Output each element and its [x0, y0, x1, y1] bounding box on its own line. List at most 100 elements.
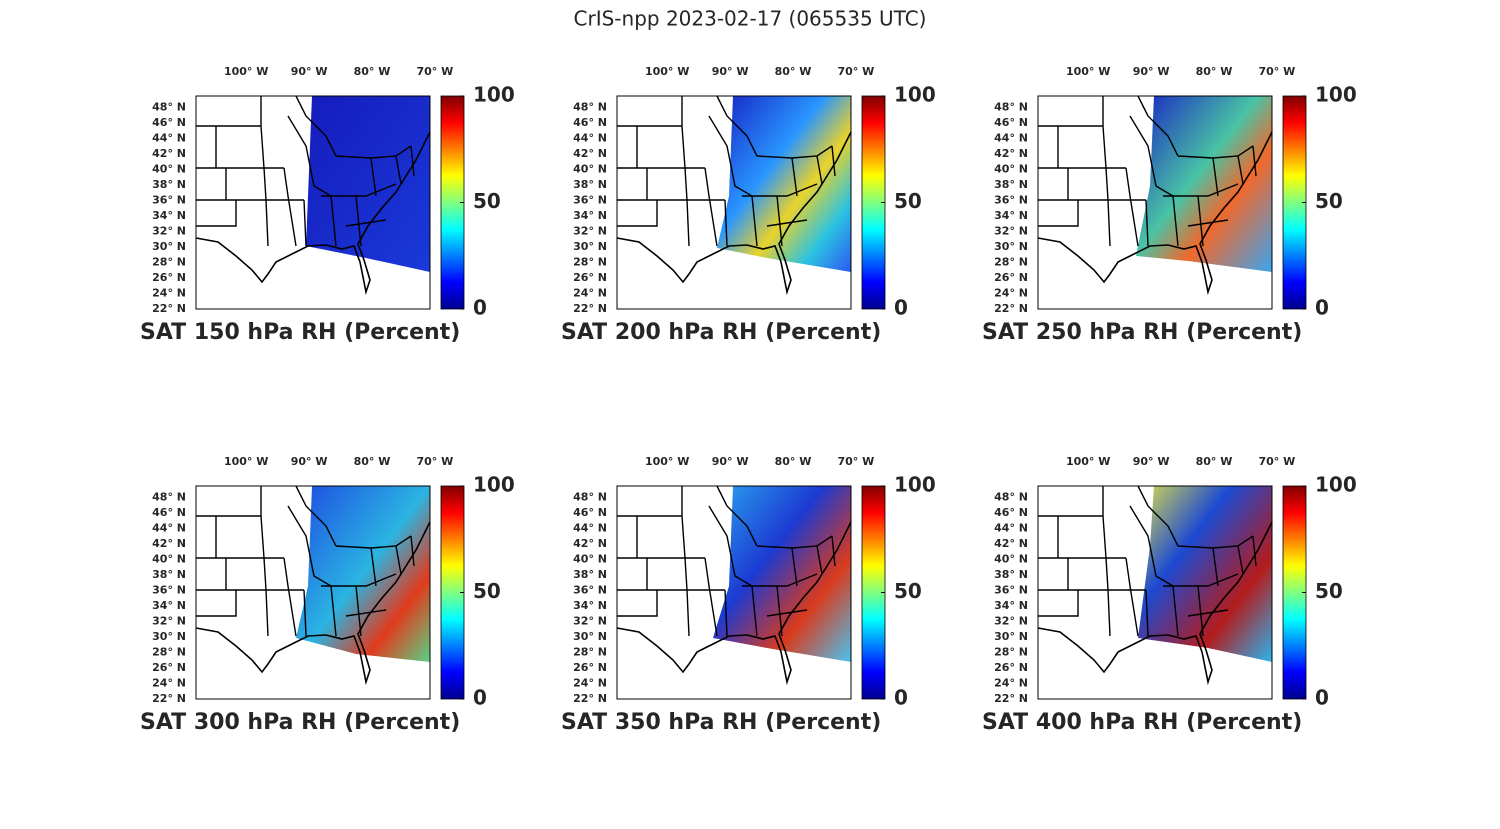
lat-tick-label: 40° N — [994, 163, 1028, 176]
lat-tick-label: 36° N — [994, 584, 1028, 597]
map-panel: 100° W 90° W 80° W 70° W 22° N 24° N 26° N 28° … — [561, 65, 936, 345]
lat-tick-label: 40° N — [573, 163, 607, 176]
lon-tick-label: 90° W — [291, 65, 328, 78]
lon-tick-label: 80° W — [1196, 455, 1233, 468]
lat-tick-label: 46° N — [994, 116, 1028, 129]
lat-tick-label: 30° N — [152, 240, 186, 253]
colorbar-tick-label: 0 — [1315, 296, 1329, 320]
colorbar-tick-label: 0 — [894, 296, 908, 320]
lat-tick-label: 22° N — [994, 302, 1028, 315]
lat-tick-label: 28° N — [152, 646, 186, 659]
lon-tick-label: 90° W — [1133, 455, 1170, 468]
figure-title: CrIS-npp 2023-02-17 (065535 UTC) — [574, 7, 927, 31]
retrieval-swath — [1138, 486, 1272, 662]
colorbar-tick-label: 50 — [473, 189, 501, 213]
lon-tick-label: 70° W — [1258, 455, 1295, 468]
map-panel: 100° W 90° W 80° W 70° W 22° N 24° N 26° N 28° … — [561, 455, 936, 735]
lon-tick-label: 100° W — [1066, 455, 1110, 468]
lat-tick-label: 40° N — [152, 553, 186, 566]
map-frame — [195, 95, 431, 310]
lon-tick-label: 100° W — [1066, 65, 1110, 78]
colorbar-tick-label: 100 — [473, 473, 515, 497]
map-frame — [1037, 485, 1273, 700]
lat-tick-label: 40° N — [573, 553, 607, 566]
lat-tick-label: 26° N — [152, 271, 186, 284]
lat-tick-label: 30° N — [994, 630, 1028, 643]
lat-tick-label: 38° N — [994, 178, 1028, 191]
panel-title: SAT 200 hPa RH (Percent) — [561, 320, 881, 345]
lat-tick-label: 40° N — [152, 163, 186, 176]
lat-tick-label: 30° N — [994, 240, 1028, 253]
lat-tick-label: 46° N — [994, 506, 1028, 519]
lon-tick-label: 70° W — [416, 65, 453, 78]
lat-tick-label: 42° N — [573, 147, 607, 160]
lat-tick-label: 34° N — [994, 209, 1028, 222]
lon-tick-label: 100° W — [645, 455, 689, 468]
lat-tick-label: 24° N — [573, 677, 607, 690]
lat-tick-label: 36° N — [994, 194, 1028, 207]
lat-tick-label: 42° N — [152, 147, 186, 160]
lat-tick-label: 36° N — [152, 584, 186, 597]
lat-tick-label: 48° N — [994, 491, 1028, 504]
map-panel: 100° W 90° W 80° W 70° W 22° N 24° N 26° N 28° … — [982, 455, 1357, 735]
lat-tick-label: 38° N — [152, 178, 186, 191]
lat-tick-label: 46° N — [152, 506, 186, 519]
lon-tick-label: 80° W — [775, 455, 812, 468]
colorbar-tick-label: 100 — [894, 83, 936, 107]
lon-tick-label: 100° W — [224, 455, 268, 468]
lat-tick-label: 34° N — [152, 599, 186, 612]
lat-tick-label: 22° N — [152, 302, 186, 315]
lat-tick-label: 28° N — [994, 646, 1028, 659]
lat-tick-label: 24° N — [152, 287, 186, 300]
lat-tick-label: 26° N — [994, 661, 1028, 674]
lat-tick-label: 32° N — [573, 225, 607, 238]
lat-tick-label: 46° N — [152, 116, 186, 129]
colorbar-tick-label: 50 — [473, 579, 501, 603]
lat-tick-label: 26° N — [573, 271, 607, 284]
map-frame — [616, 95, 852, 310]
lat-tick-label: 48° N — [573, 491, 607, 504]
lat-tick-label: 48° N — [573, 101, 607, 114]
lon-tick-label: 80° W — [775, 65, 812, 78]
lat-tick-label: 42° N — [152, 537, 186, 550]
lat-tick-label: 22° N — [573, 302, 607, 315]
panel-title: SAT 150 hPa RH (Percent) — [140, 320, 460, 345]
lat-tick-label: 22° N — [573, 692, 607, 705]
lat-tick-label: 42° N — [994, 147, 1028, 160]
lat-tick-label: 36° N — [573, 584, 607, 597]
lon-tick-label: 90° W — [1133, 65, 1170, 78]
colorbar-tick-label: 100 — [1315, 83, 1357, 107]
panel-title: SAT 300 hPa RH (Percent) — [140, 710, 460, 735]
lat-tick-label: 34° N — [152, 209, 186, 222]
lon-tick-label: 100° W — [224, 65, 268, 78]
lat-tick-label: 32° N — [994, 225, 1028, 238]
colorbar-tick-label: 0 — [473, 296, 487, 320]
lat-tick-label: 34° N — [994, 599, 1028, 612]
lat-tick-label: 26° N — [152, 661, 186, 674]
lat-tick-label: 44° N — [152, 522, 186, 535]
lat-tick-label: 28° N — [994, 256, 1028, 269]
retrieval-swath — [713, 486, 851, 662]
lat-tick-label: 22° N — [994, 692, 1028, 705]
colorbar-tick-label: 100 — [1315, 473, 1357, 497]
lat-tick-label: 44° N — [573, 522, 607, 535]
lat-tick-label: 32° N — [152, 225, 186, 238]
lon-tick-label: 80° W — [354, 455, 391, 468]
lon-tick-label: 90° W — [712, 65, 749, 78]
colorbar-tick-label: 50 — [894, 189, 922, 213]
panel-title: SAT 250 hPa RH (Percent) — [982, 320, 1302, 345]
colorbar-tick-label: 0 — [1315, 686, 1329, 710]
lat-tick-label: 24° N — [152, 677, 186, 690]
lat-tick-label: 44° N — [152, 132, 186, 145]
lon-tick-label: 70° W — [416, 455, 453, 468]
lon-tick-label: 100° W — [645, 65, 689, 78]
lat-tick-label: 24° N — [994, 677, 1028, 690]
lat-tick-label: 22° N — [152, 692, 186, 705]
lat-tick-label: 30° N — [573, 240, 607, 253]
map-panel: 100° W 90° W 80° W 70° W 22° N 24° N 26° N 28° … — [140, 455, 515, 735]
lat-tick-label: 30° N — [152, 630, 186, 643]
lat-tick-label: 34° N — [573, 599, 607, 612]
lat-tick-label: 48° N — [994, 101, 1028, 114]
lat-tick-label: 28° N — [573, 256, 607, 269]
